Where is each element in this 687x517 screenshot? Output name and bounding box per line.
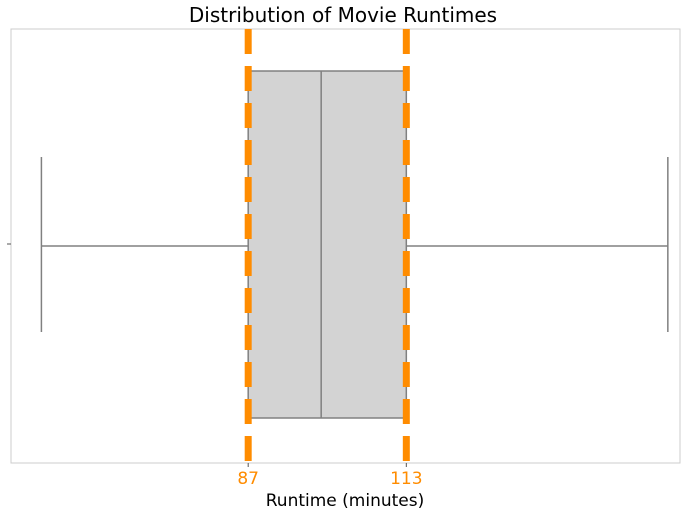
boxplot-marks [40, 29, 669, 463]
x-tick-label: 113 [390, 469, 422, 489]
x-tick-label: 87 [237, 469, 259, 489]
x-axis-label: Runtime (minutes) [266, 491, 425, 511]
chart-title: Distribution of Movie Runtimes [189, 3, 497, 27]
plot-frame [10, 28, 681, 464]
x-axis-ticks: 87 113 [237, 463, 423, 489]
iqr-box [247, 70, 408, 419]
